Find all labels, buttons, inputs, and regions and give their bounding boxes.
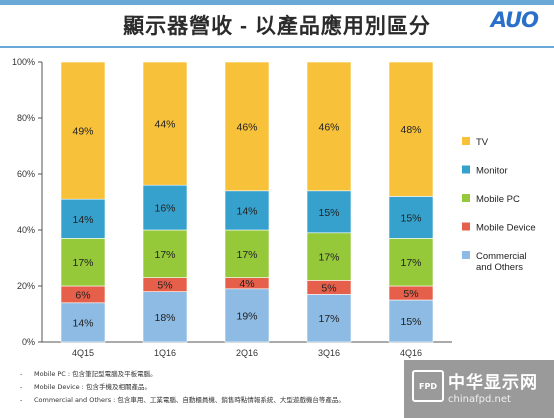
- bar-segment: [224, 229, 270, 278]
- y-tick-label: 40%: [17, 225, 35, 235]
- data-label: 46%: [236, 121, 257, 133]
- bar-segment: [388, 61, 434, 197]
- bar-segment: [60, 61, 106, 200]
- x-tick-label: 2Q16: [236, 348, 258, 358]
- bar-segment: [60, 302, 106, 343]
- bar-segment: [306, 190, 352, 234]
- y-tick-label: 20%: [17, 281, 35, 291]
- legend-label: Mobile Device: [476, 223, 536, 234]
- y-axis: 0% 20% 40% 60% 80% 100%: [12, 57, 452, 347]
- data-label: 14%: [72, 317, 93, 329]
- bar-segment: [388, 299, 434, 343]
- footnote-commercial: - Commercial and Others : 包含車用、工業電腦、自動櫃員機…: [20, 396, 345, 404]
- bar-segment: [224, 288, 270, 343]
- x-tick-label: 4Q16: [400, 348, 422, 358]
- x-tick-label: 4Q15: [72, 348, 94, 358]
- data-label: 17%: [236, 249, 257, 261]
- page-title: 顯示器營收 - 以產品應用別區分: [123, 15, 431, 38]
- data-label: 6%: [75, 289, 90, 301]
- legend: TV Monitor Mobile PC Mobile Device Commercia…: [462, 137, 536, 273]
- bar-segment: [388, 196, 434, 239]
- data-label: 46%: [318, 121, 339, 133]
- watermark-url: chinafpd.net: [448, 394, 511, 405]
- data-label: 17%: [154, 249, 175, 261]
- legend-label: Mobile PC: [476, 194, 520, 205]
- data-label: 19%: [236, 310, 257, 322]
- data-label: 14%: [72, 214, 93, 226]
- footnote-mobile-pc: - Mobile PC : 包含筆記型電腦及平板電腦。: [20, 370, 157, 378]
- auo-logo: AUO: [490, 8, 539, 32]
- bar-segment: [306, 61, 352, 192]
- watermark: FPD 中华显示网 chinafpd.net: [404, 360, 554, 418]
- data-label: 4%: [239, 278, 254, 290]
- legend-swatch: [462, 251, 470, 259]
- bar-segment: [60, 238, 106, 287]
- data-label: 15%: [400, 316, 421, 328]
- data-label: 17%: [72, 257, 93, 269]
- data-label: 15%: [400, 212, 421, 224]
- bar-segment: [142, 61, 188, 186]
- x-axis-labels: 4Q15 1Q16 2Q16 3Q16 4Q16: [72, 348, 422, 358]
- data-label: 48%: [400, 124, 421, 136]
- bar-segment: [142, 291, 188, 343]
- legend-label: and Others: [476, 262, 523, 273]
- bar-segment: [60, 198, 106, 239]
- data-label: 18%: [154, 312, 175, 324]
- title-underline: [0, 46, 554, 48]
- legend-label: TV: [476, 137, 489, 148]
- legend-swatch: [462, 222, 470, 231]
- data-label: 5%: [321, 282, 336, 294]
- title-accent-bar: [0, 0, 554, 5]
- footnotes: - Mobile PC : 包含筆記型電腦及平板電腦。 - Mobile Devic…: [20, 368, 420, 407]
- x-tick-label: 3Q16: [318, 348, 340, 358]
- y-tick-label: 100%: [12, 57, 35, 67]
- footnote-mobile-device: - Mobile Device : 包含手機及相關產品。: [20, 383, 151, 391]
- data-label: 17%: [318, 252, 339, 264]
- y-tick-label: 60%: [17, 169, 35, 179]
- data-label: 49%: [72, 126, 93, 138]
- legend-label: Commercial: [476, 251, 527, 262]
- bar-segment: [306, 232, 352, 281]
- data-label: 5%: [403, 288, 418, 300]
- y-tick-label: 80%: [17, 113, 35, 123]
- data-label: 17%: [400, 257, 421, 269]
- data-label: 14%: [236, 205, 257, 217]
- watermark-badge: FPD: [412, 370, 444, 402]
- data-label: 44%: [154, 119, 175, 131]
- data-label: 15%: [318, 207, 339, 219]
- legend-swatch: [462, 137, 470, 145]
- data-label: 17%: [318, 313, 339, 325]
- bar-segment: [224, 61, 270, 192]
- x-tick-label: 1Q16: [154, 348, 176, 358]
- bar-segment: [388, 238, 434, 287]
- data-label: 16%: [154, 203, 175, 215]
- data-label: 5%: [157, 280, 172, 292]
- legend-swatch: [462, 194, 470, 202]
- bar-segment: [306, 294, 352, 343]
- legend-swatch: [462, 165, 470, 174]
- y-tick-label: 0%: [22, 337, 35, 347]
- bar-segment: [142, 184, 188, 231]
- legend-label: Monitor: [476, 166, 508, 177]
- bars: 14% 6% 17% 14% 49% 18% 5% 17% 16% 44% 19% 4% 17% 14% 4…: [60, 61, 434, 343]
- watermark-name: 中华显示网: [448, 373, 538, 393]
